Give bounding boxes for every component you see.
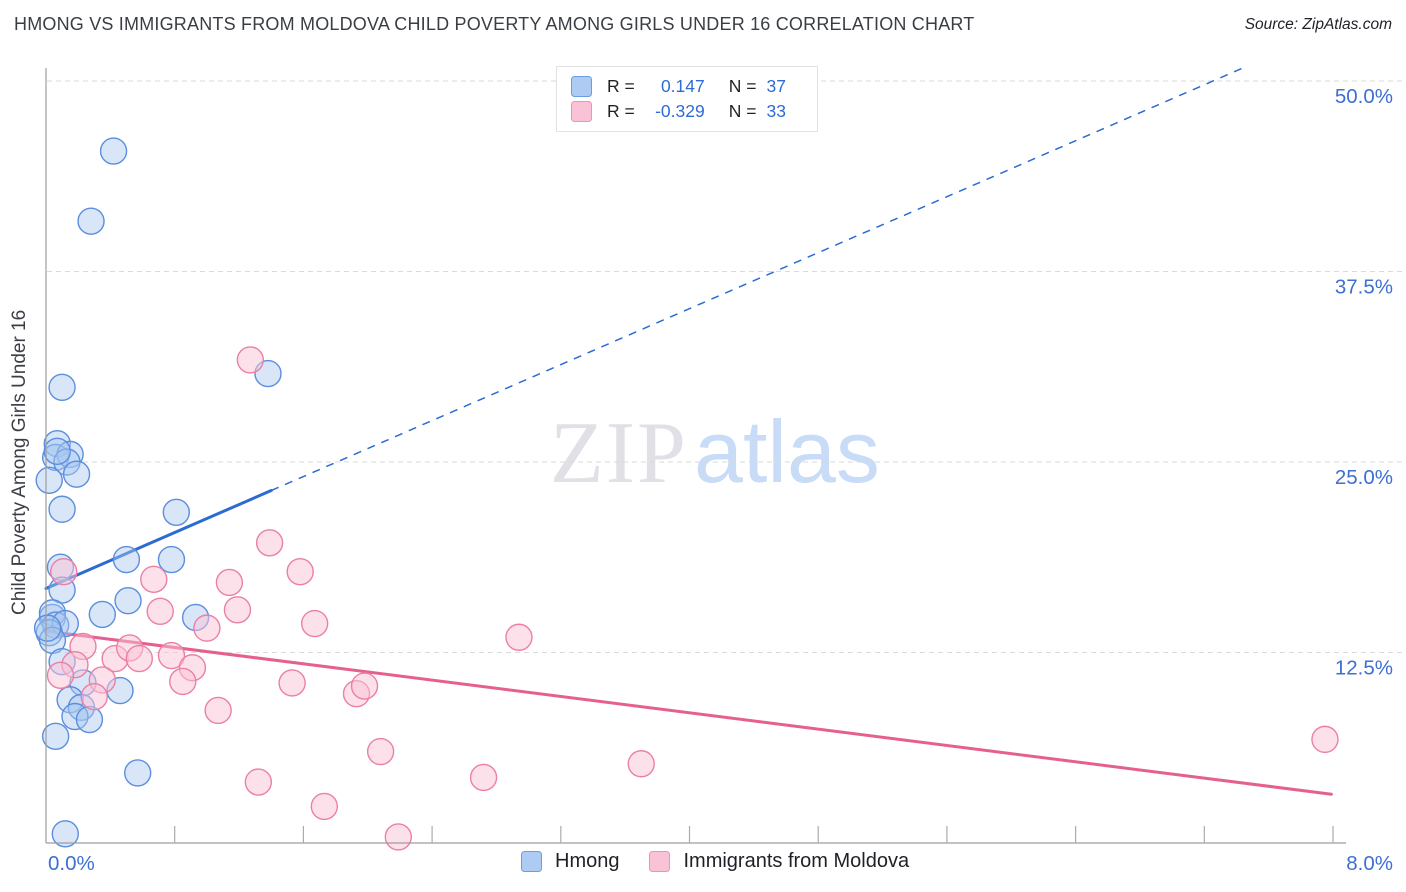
moldova-swatch bbox=[571, 101, 592, 123]
hmong-data-point bbox=[75, 705, 104, 734]
y-axis-label: 12.5% bbox=[1335, 657, 1393, 680]
hmong-data-point bbox=[62, 460, 91, 488]
moldova-data-point bbox=[169, 667, 197, 696]
series-legend: Hmong Immigrants from Moldova bbox=[521, 850, 939, 873]
y-axis-label: 25.0% bbox=[1335, 466, 1393, 489]
moldova-data-point bbox=[125, 644, 154, 673]
r-label: R = bbox=[607, 101, 635, 122]
hmong-data-point bbox=[43, 437, 71, 466]
hmong-legend-swatch bbox=[521, 851, 542, 872]
hmong-data-point bbox=[88, 600, 117, 629]
x-axis-max-label: 8.0% bbox=[1346, 852, 1393, 875]
moldova-data-point bbox=[215, 568, 244, 597]
moldova-data-point bbox=[223, 596, 252, 624]
moldova-legend-label: Immigrants from Moldova bbox=[683, 850, 910, 872]
moldova-data-point bbox=[278, 669, 306, 697]
moldova-data-point bbox=[350, 672, 379, 700]
moldova-data-point bbox=[204, 696, 232, 725]
moldova-data-point bbox=[310, 792, 339, 821]
y-axis-title: Child Poverty Among Girls Under 16 bbox=[9, 309, 30, 615]
page-title: HMONG VS IMMIGRANTS FROM MOLDOVA CHILD P… bbox=[14, 14, 975, 34]
hmong-data-point bbox=[123, 759, 152, 787]
n-label: N = bbox=[728, 75, 757, 96]
moldova-data-point bbox=[236, 346, 265, 374]
hmong-data-point bbox=[99, 137, 128, 165]
r-value: -0.329 bbox=[655, 101, 705, 122]
watermark-atlas-text: atlas bbox=[694, 402, 880, 501]
hmong-legend-label: Hmong bbox=[555, 850, 620, 872]
moldova-data-point bbox=[1311, 725, 1339, 754]
hmong-data-point bbox=[48, 373, 76, 402]
moldova-data-point bbox=[505, 623, 533, 651]
hmong-swatch bbox=[571, 75, 592, 97]
r-label: R = bbox=[607, 75, 635, 96]
moldova-data-point bbox=[244, 768, 273, 796]
r-value: 0.147 bbox=[660, 75, 705, 96]
hmong-stats-row: R = 0.147 N = 37 bbox=[571, 75, 803, 97]
trend-line-moldova bbox=[44, 629, 1333, 796]
moldova-data-point bbox=[46, 661, 75, 690]
moldova-data-point bbox=[469, 763, 498, 792]
hmong-data-point bbox=[33, 614, 62, 642]
n-value: 33 bbox=[766, 101, 786, 122]
n-value: 37 bbox=[766, 75, 786, 96]
y-axis-label: 50.0% bbox=[1335, 85, 1393, 108]
moldova-data-point bbox=[384, 823, 413, 851]
hmong-data-point bbox=[114, 586, 142, 615]
hmong-data-point bbox=[162, 498, 191, 526]
y-axis-label: 37.5% bbox=[1335, 276, 1393, 299]
moldova-data-point bbox=[193, 614, 221, 642]
zipatlas-watermark: ZIPatlas bbox=[550, 408, 880, 498]
hmong-data-point bbox=[77, 207, 105, 235]
moldova-data-point bbox=[80, 682, 108, 711]
hmong-data-point bbox=[41, 722, 70, 751]
moldova-legend-swatch bbox=[649, 851, 671, 872]
hmong-data-point bbox=[35, 466, 63, 494]
moldova-data-point bbox=[366, 737, 395, 766]
moldova-data-point bbox=[300, 609, 329, 638]
moldova-data-point bbox=[255, 529, 284, 557]
moldova-data-point bbox=[286, 558, 314, 586]
moldova-data-point bbox=[627, 750, 655, 778]
moldova-stats-row: R = -0.329 N = 33 bbox=[571, 101, 803, 123]
hmong-data-point bbox=[48, 495, 76, 523]
n-label: N = bbox=[728, 101, 757, 122]
moldova-data-point bbox=[146, 597, 174, 626]
source-attribution: Source: ZipAtlas.com bbox=[1244, 16, 1392, 33]
trend-line-extension bbox=[270, 66, 1245, 492]
correlation-stats-legend: R = 0.147 N = 37 R = -0.329 N = 33 bbox=[556, 66, 818, 132]
hmong-data-point bbox=[51, 820, 80, 848]
hmong-data-point bbox=[157, 545, 186, 574]
watermark-zip-text: ZIP bbox=[550, 405, 688, 502]
moldova-data-point bbox=[157, 641, 186, 670]
hmong-data-point bbox=[112, 545, 141, 574]
moldova-data-point bbox=[49, 558, 78, 586]
x-axis-min-label: 0.0% bbox=[48, 852, 95, 875]
moldova-data-point bbox=[140, 565, 168, 594]
trend-line-hmong bbox=[44, 489, 273, 590]
